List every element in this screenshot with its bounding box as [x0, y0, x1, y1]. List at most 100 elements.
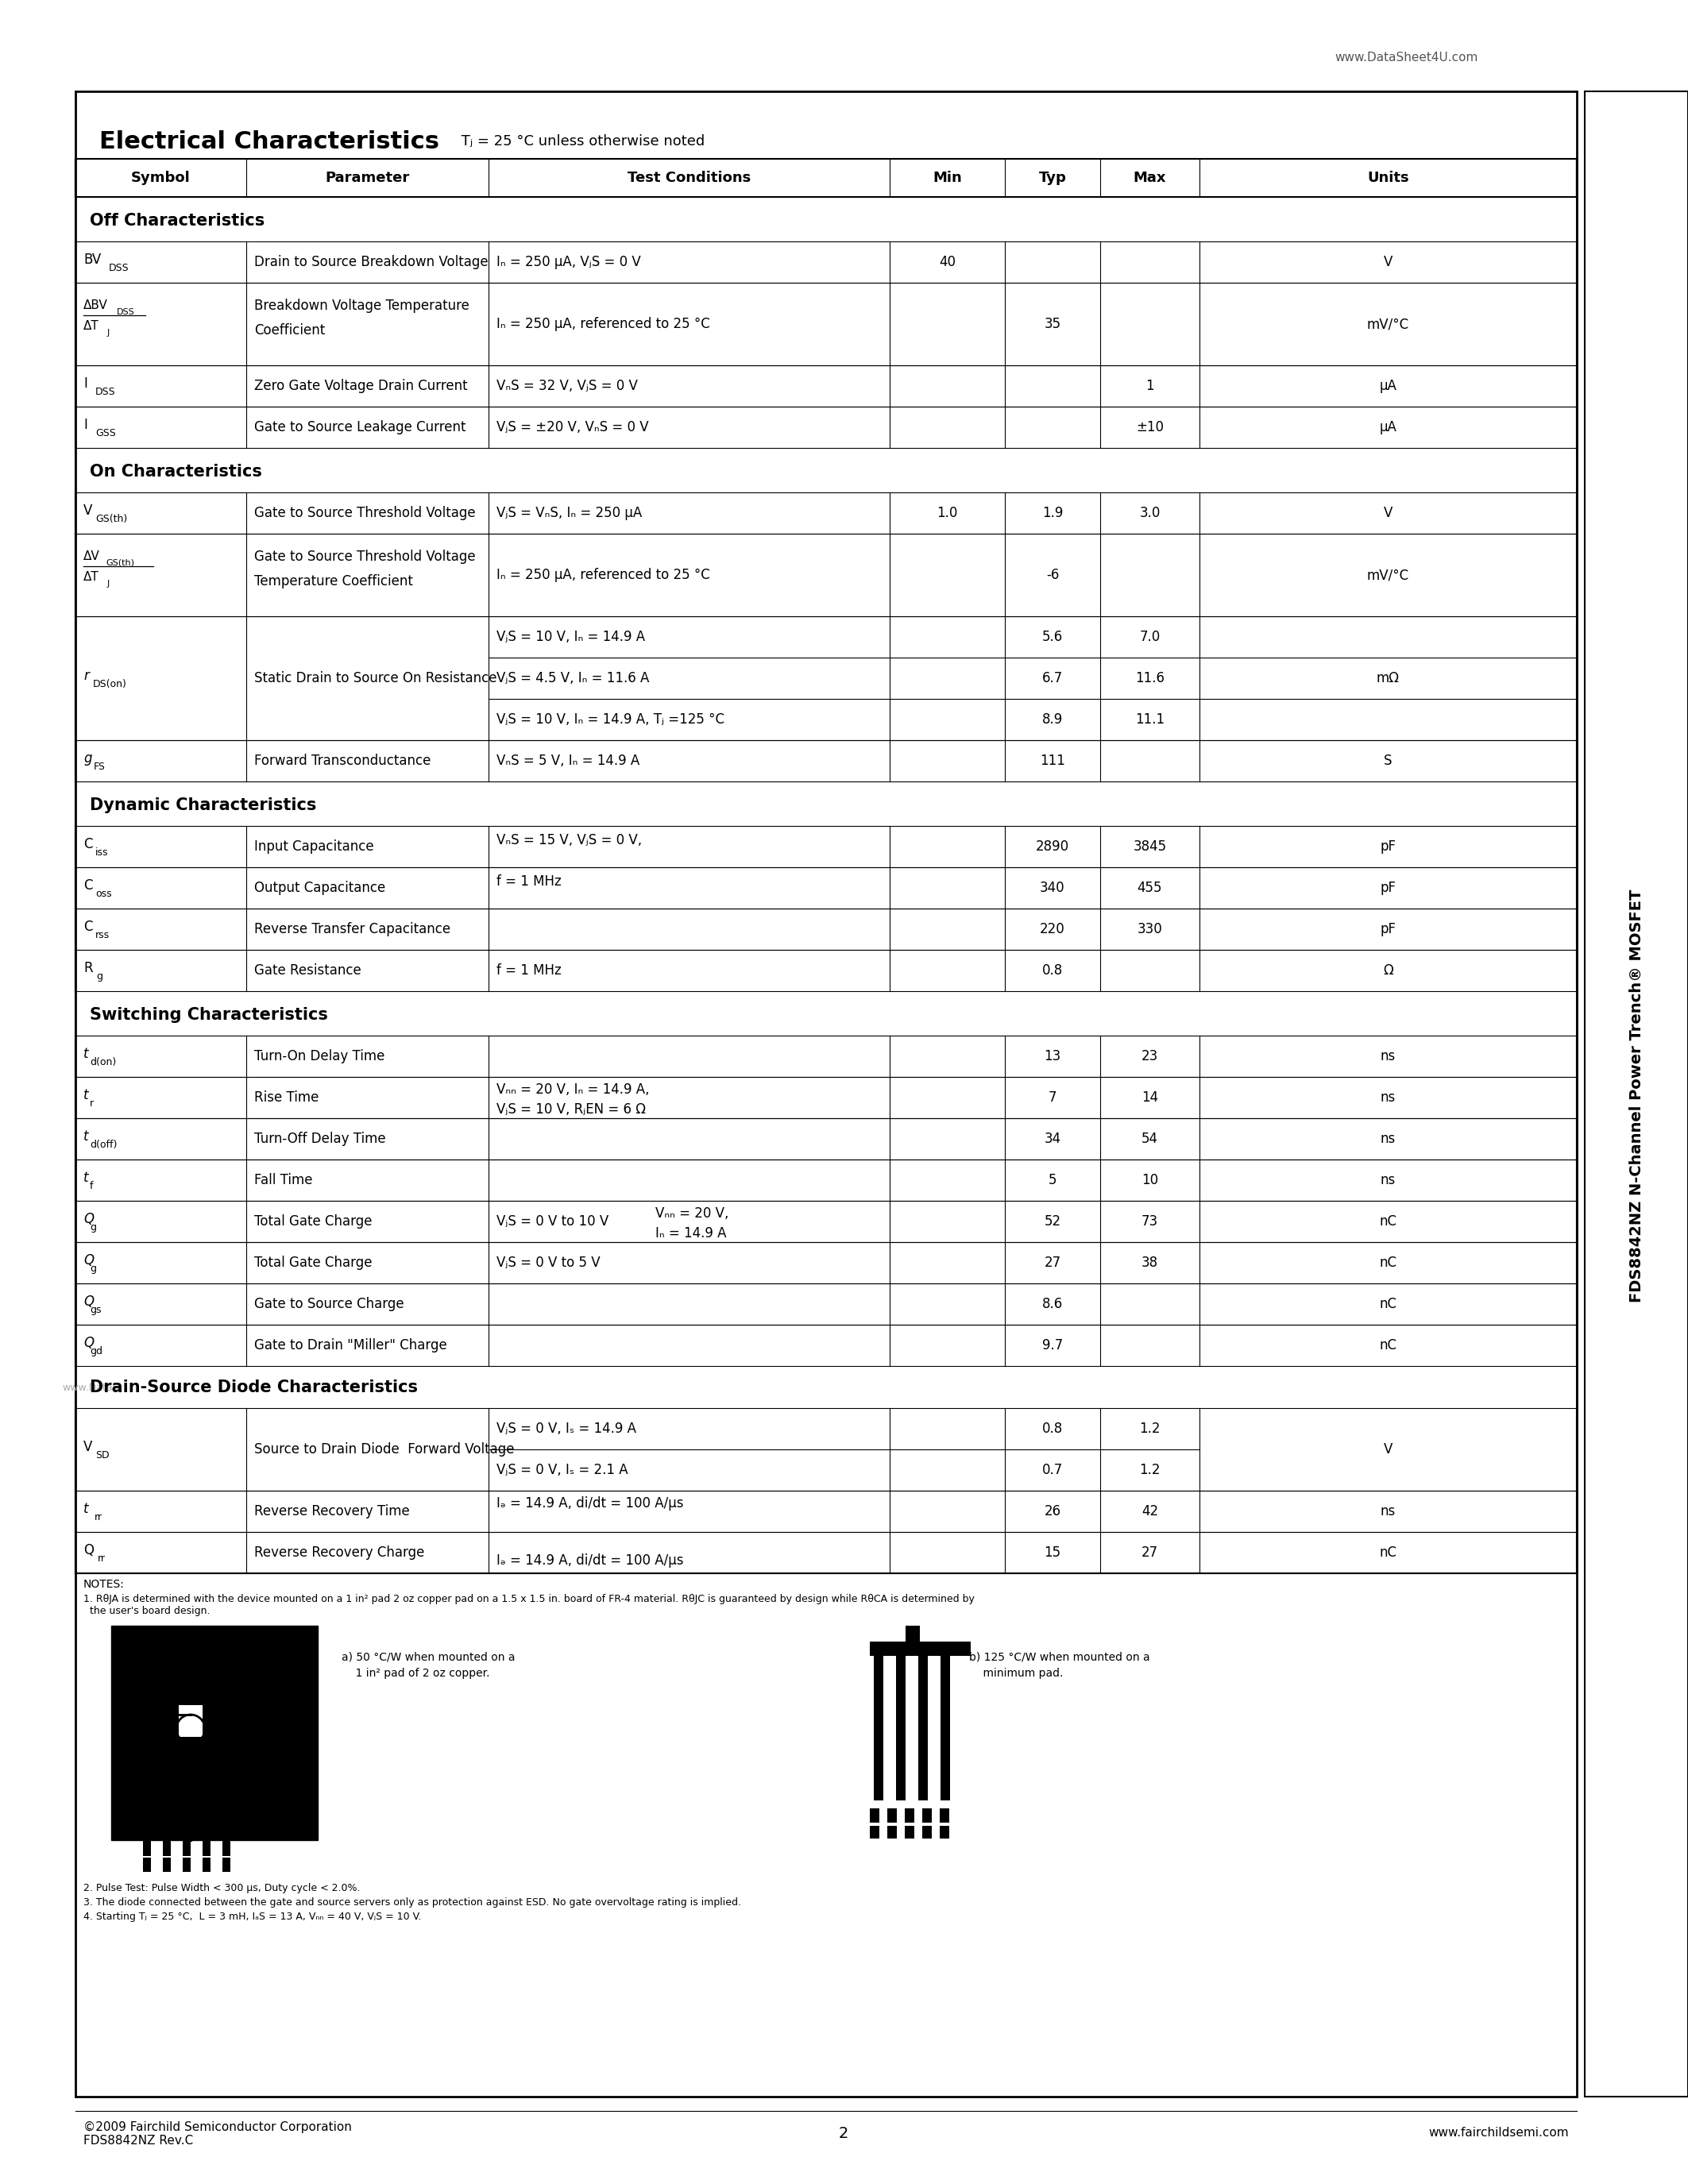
Text: 0.7: 0.7	[1041, 1463, 1063, 1476]
Text: Max: Max	[1133, 170, 1166, 186]
Text: Q: Q	[83, 1254, 95, 1267]
Text: V: V	[83, 505, 93, 518]
Text: 1.0: 1.0	[937, 507, 957, 520]
Text: VⱼS = 0 V to 5 V: VⱼS = 0 V to 5 V	[496, 1256, 601, 1269]
Text: Ω: Ω	[1382, 963, 1393, 978]
Text: Drain to Source Breakdown Voltage: Drain to Source Breakdown Voltage	[255, 256, 488, 269]
Text: FS: FS	[95, 762, 106, 771]
Text: ΔV: ΔV	[83, 550, 100, 561]
Text: Temperature Coefficient: Temperature Coefficient	[255, 574, 414, 587]
Text: BV: BV	[83, 253, 101, 266]
Text: Q: Q	[83, 1295, 95, 1308]
Text: www.fairchildsemi.com: www.fairchildsemi.com	[1428, 2127, 1568, 2138]
Text: V: V	[1384, 1441, 1393, 1457]
Text: FDS8842NZ Rev.C: FDS8842NZ Rev.C	[83, 2136, 192, 2147]
Text: Units: Units	[1367, 170, 1409, 186]
Bar	[896, 1642, 905, 1800]
Text: pF: pF	[1381, 880, 1396, 895]
Text: b) 125 °C/W when mounted on a: b) 125 °C/W when mounted on a	[969, 1651, 1150, 1662]
Text: oss: oss	[95, 889, 111, 898]
Text: 27: 27	[1045, 1256, 1062, 1269]
Text: GS(th): GS(th)	[95, 513, 127, 524]
Text: Off Characteristics: Off Characteristics	[89, 212, 265, 229]
Text: DS(on): DS(on)	[93, 679, 127, 688]
Text: mΩ: mΩ	[1377, 670, 1399, 686]
Text: g: g	[89, 1221, 96, 1232]
Text: 1.2: 1.2	[1139, 1463, 1160, 1476]
Text: 3.0: 3.0	[1139, 507, 1160, 520]
Text: Typ: Typ	[1038, 170, 1067, 186]
Text: t: t	[83, 1171, 88, 1186]
Bar	[922, 1826, 932, 1839]
Text: Parameter: Parameter	[326, 170, 410, 186]
Text: r: r	[83, 668, 89, 684]
Text: 13: 13	[1045, 1048, 1062, 1064]
Text: f = 1 MHz: f = 1 MHz	[496, 963, 562, 978]
Text: Input Capacitance: Input Capacitance	[255, 839, 373, 854]
Text: 340: 340	[1040, 880, 1065, 895]
Text: VⱼS = ±20 V, VₙS = 0 V: VⱼS = ±20 V, VₙS = 0 V	[496, 419, 648, 435]
Text: 5.6: 5.6	[1041, 629, 1063, 644]
Text: Gate to Source Charge: Gate to Source Charge	[255, 1297, 403, 1310]
Text: VₙS = 15 V, VⱼS = 0 V,: VₙS = 15 V, VⱼS = 0 V,	[496, 834, 641, 847]
Text: nC: nC	[1379, 1256, 1398, 1269]
Text: ns: ns	[1381, 1048, 1396, 1064]
Text: ©2009 Fairchild Semiconductor Corporation: ©2009 Fairchild Semiconductor Corporatio…	[83, 2121, 351, 2134]
Text: VⱼS = 10 V, RⱼEN = 6 Ω: VⱼS = 10 V, RⱼEN = 6 Ω	[496, 1103, 647, 1116]
Text: V: V	[83, 1439, 93, 1455]
Text: μA: μA	[1379, 378, 1398, 393]
Text: pF: pF	[1381, 839, 1396, 854]
Text: nC: nC	[1379, 1546, 1398, 1559]
Text: 40: 40	[939, 256, 955, 269]
Text: Q: Q	[83, 1337, 95, 1350]
Text: 42: 42	[1141, 1505, 1158, 1518]
Text: ΔBV: ΔBV	[83, 299, 108, 312]
Text: Symbol: Symbol	[132, 170, 191, 186]
Text: rss: rss	[95, 930, 110, 939]
Text: VⱼS = 0 V to 10 V: VⱼS = 0 V to 10 V	[496, 1214, 609, 1230]
Text: 54: 54	[1141, 1131, 1158, 1147]
Text: Rise Time: Rise Time	[255, 1090, 319, 1105]
Text: nC: nC	[1379, 1214, 1398, 1230]
Text: www.DataSheet4U.com: www.DataSheet4U.com	[1335, 50, 1477, 63]
Text: f = 1 MHz: f = 1 MHz	[496, 874, 562, 889]
Text: g: g	[89, 1262, 96, 1273]
Text: 3845: 3845	[1133, 839, 1166, 854]
Text: DSS: DSS	[108, 262, 130, 273]
Text: 7: 7	[1048, 1090, 1057, 1105]
Text: d(off): d(off)	[89, 1140, 116, 1149]
Bar	[869, 1826, 879, 1839]
Text: rr: rr	[95, 1511, 103, 1522]
Text: 34: 34	[1045, 1131, 1062, 1147]
Text: Q: Q	[83, 1212, 95, 1225]
Text: DSS: DSS	[116, 308, 135, 317]
Text: Tⱼ = 25 °C unless otherwise noted: Tⱼ = 25 °C unless otherwise noted	[457, 133, 706, 149]
Bar	[905, 1826, 915, 1839]
Text: mV/°C: mV/°C	[1367, 317, 1409, 332]
Text: nC: nC	[1379, 1339, 1398, 1352]
Text: GSS: GSS	[95, 428, 116, 439]
Text: 14: 14	[1141, 1090, 1158, 1105]
Text: 8.9: 8.9	[1041, 712, 1063, 727]
Text: -6: -6	[1047, 568, 1058, 583]
Text: I: I	[83, 417, 88, 432]
Text: 7.0: 7.0	[1139, 629, 1160, 644]
Text: Q: Q	[83, 1544, 95, 1557]
Text: S: S	[1384, 753, 1393, 769]
Text: Coefficient: Coefficient	[255, 323, 326, 336]
Text: f: f	[89, 1182, 93, 1190]
Bar	[182, 1841, 191, 1856]
Bar	[203, 1859, 211, 1872]
Text: t: t	[83, 1088, 88, 1103]
Text: Total Gate Charge: Total Gate Charge	[255, 1256, 371, 1269]
Bar	[940, 1826, 949, 1839]
Text: Switching Characteristics: Switching Characteristics	[89, 1007, 327, 1022]
Bar	[182, 1859, 191, 1872]
Text: Reverse Recovery Charge: Reverse Recovery Charge	[255, 1546, 424, 1559]
Text: 38: 38	[1141, 1256, 1158, 1269]
Text: GS(th): GS(th)	[106, 559, 135, 566]
Bar	[869, 1808, 879, 1824]
Text: I: I	[83, 376, 88, 391]
Text: t: t	[83, 1129, 88, 1144]
Bar	[179, 1706, 203, 1736]
